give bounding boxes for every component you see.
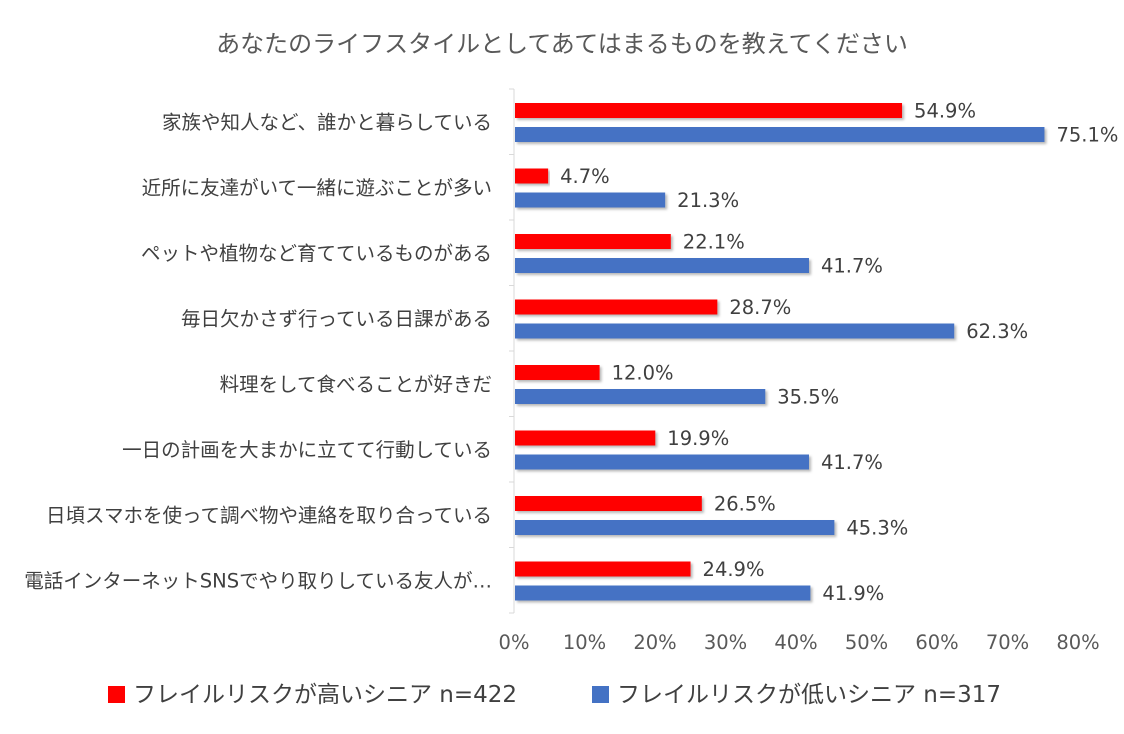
bar-low-risk <box>515 127 1045 142</box>
category-label: 毎日欠かさず行っている日課がある <box>181 307 492 330</box>
category-label: 日頃スマホを使って調べ物や連絡を取り合っている <box>46 504 492 527</box>
bar-low-risk <box>515 585 811 601</box>
legend-swatch-low-risk <box>592 685 609 703</box>
data-label: 28.7% <box>729 296 791 319</box>
legend-item-high-risk: フレイルリスクが高いシニア n=422 <box>108 677 518 708</box>
data-label: 41.9% <box>822 582 884 605</box>
data-label: 19.9% <box>667 427 729 450</box>
legend-label-high-risk: フレイルリスクが高いシニア n=422 <box>133 682 518 708</box>
x-tick-label: 60% <box>915 631 958 654</box>
x-tick-label: 50% <box>845 631 888 654</box>
chart-title: あなたのライフスタイルとしてあてはまるものを教えてください <box>216 30 908 58</box>
x-tick-label: 40% <box>774 631 817 654</box>
data-label: 24.9% <box>703 558 765 581</box>
data-label: 62.3% <box>966 320 1028 343</box>
bar-low-risk <box>515 520 835 535</box>
category-label: ペットや植物など育てているものがある <box>141 242 492 265</box>
bar-low-risk <box>515 258 809 273</box>
data-label: 41.7% <box>821 255 883 278</box>
x-tick-label: 20% <box>633 631 676 654</box>
x-tick-label: 30% <box>704 631 747 654</box>
bar-high-risk <box>515 496 702 511</box>
data-label: 12.0% <box>612 362 674 385</box>
data-label: 4.7% <box>560 165 610 188</box>
bar-high-risk <box>515 561 691 577</box>
bar-low-risk <box>515 323 955 339</box>
x-tick-label: 80% <box>1056 631 1099 654</box>
data-label: 26.5% <box>714 493 776 516</box>
data-label: 35.5% <box>777 386 839 409</box>
bar-high-risk <box>515 299 718 315</box>
data-label: 22.1% <box>683 231 745 254</box>
legend-item-low-risk: フレイルリスクが低いシニア n=317 <box>592 677 1002 708</box>
category-label: 電話インターネットSNSでやり取りしている友人が… <box>24 569 492 592</box>
x-tick-label: 10% <box>563 631 606 654</box>
category-label: 一日の計画を大まかに立てて行動している <box>122 438 492 461</box>
category-label: 料理をして食べることが好きだ <box>220 373 492 396</box>
data-label: 21.3% <box>677 189 739 212</box>
x-tick-label: 0% <box>499 631 530 654</box>
bar-low-risk <box>515 454 809 470</box>
data-label: 75.1% <box>1056 124 1118 147</box>
bar-high-risk <box>515 430 656 446</box>
bar-high-risk <box>515 365 600 380</box>
bar-high-risk <box>515 168 549 184</box>
bar-low-risk <box>515 192 666 208</box>
legend-swatch-high-risk <box>108 685 125 703</box>
data-label: 45.3% <box>846 517 908 540</box>
data-label: 54.9% <box>914 100 976 123</box>
category-label: 近所に友達がいて一緒に遊ぶことが多い <box>142 176 492 199</box>
legend-label-low-risk: フレイルリスクが低いシニア n=317 <box>617 682 1002 708</box>
bar-high-risk <box>515 234 671 249</box>
category-label: 家族や知人など、誰かと暮らしている <box>162 111 492 134</box>
x-tick-label: 70% <box>986 631 1029 654</box>
data-label: 41.7% <box>821 451 883 474</box>
bar-high-risk <box>515 103 903 118</box>
bar-low-risk <box>515 389 766 404</box>
